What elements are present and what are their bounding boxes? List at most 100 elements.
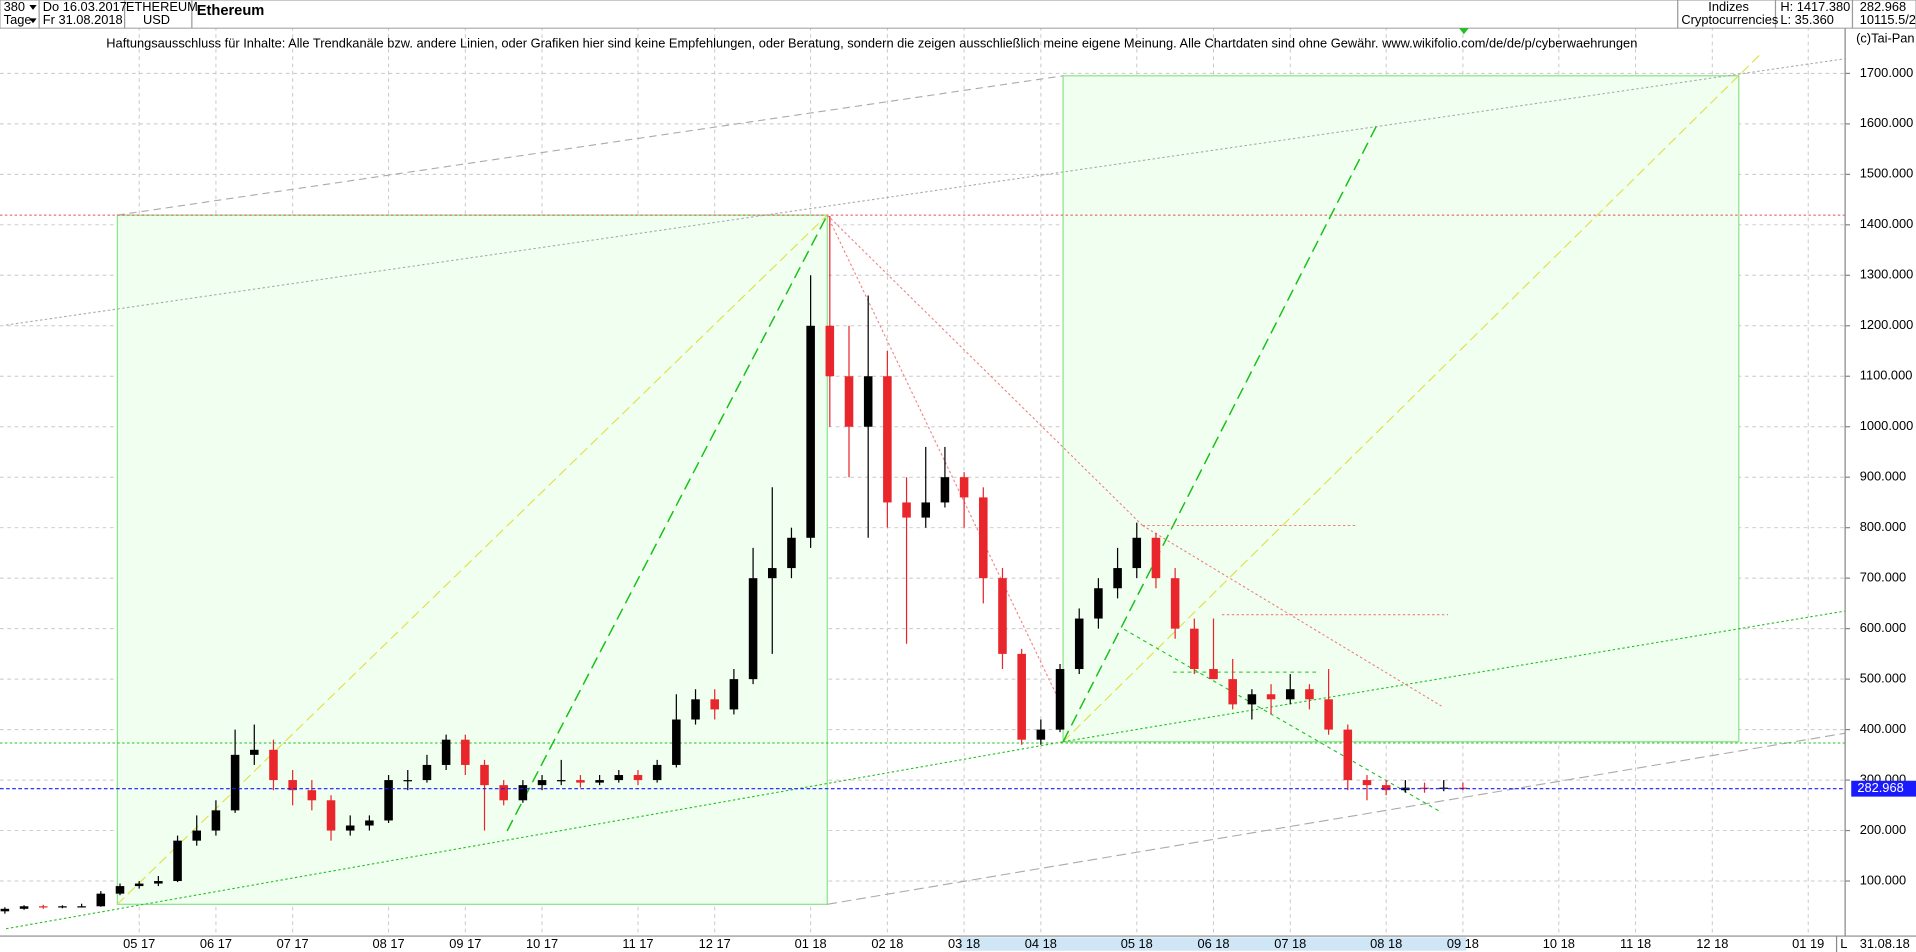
- x-tick-label: 06 18: [1197, 936, 1229, 951]
- candle-body: [1381, 785, 1391, 791]
- candle-body: [19, 906, 29, 909]
- y-tick-label: 1300.000: [1860, 267, 1914, 282]
- candle-body: [556, 780, 566, 782]
- trend-line: [1062, 121, 1380, 743]
- candle-body: [767, 568, 777, 579]
- candle-body: [652, 764, 662, 781]
- candle-body: [537, 780, 547, 786]
- candle-body: [384, 780, 393, 821]
- marker: [1458, 28, 1469, 35]
- trend-line: [827, 732, 1846, 905]
- candle-body: [288, 780, 297, 791]
- candle-body: [0, 908, 10, 912]
- symbol: ETHEREUM: [126, 0, 198, 14]
- x-tick-label: 07 18: [1274, 936, 1306, 951]
- header-bar: [0, 0, 1916, 29]
- candle-body: [1247, 694, 1257, 705]
- x-tick-label: 01 18: [795, 936, 827, 951]
- candle-body: [307, 790, 317, 801]
- last-price-box: [1851, 780, 1916, 797]
- candle-body: [1228, 679, 1237, 705]
- y-tick-label: 700.000: [1860, 570, 1906, 585]
- last-price: 282.968: [0, 780, 1916, 797]
- y-tick-label: 1400.000: [1860, 216, 1914, 231]
- copyright: (c)Tai-Pan: [1856, 31, 1914, 46]
- x-tick-label: 08 18: [1370, 936, 1402, 951]
- candle-body: [269, 749, 278, 781]
- disclaimer: Haftungsausschluss für Inhalte: Alle Tre…: [106, 35, 1637, 50]
- candle-body: [1324, 699, 1333, 730]
- candle-body: [38, 906, 48, 908]
- x-tick-label: 06 17: [200, 936, 232, 951]
- start-date: Do 16.03.2017: [43, 0, 127, 14]
- x-axis-labels: 05 17 06 17 07 17 08 17 09 17 10 17 11 17 12 17…: [123, 936, 1824, 951]
- unit[interactable]: Tage: [4, 12, 32, 27]
- drawings: [0, 54, 1846, 930]
- y-axis-labels: 100.000200.000300.000400.000500.000600.0…: [1845, 65, 1914, 887]
- x-axis-highlight: [959, 937, 1467, 951]
- low: L: 35.360: [1780, 12, 1834, 27]
- x-tick-label: 12 17: [699, 936, 731, 951]
- candles: [0, 216, 1468, 914]
- trend-line: [1062, 610, 1846, 743]
- y-tick-label: 1700.000: [1860, 65, 1914, 80]
- dropdown-arrow[interactable]: [29, 18, 37, 24]
- candle-body: [1017, 653, 1026, 740]
- x-tick-label: 05 17: [123, 936, 155, 951]
- y-tick-label: 1200.000: [1860, 317, 1914, 332]
- x-tick-label: 03 18: [948, 936, 980, 951]
- chart-title: Ethereum: [197, 3, 265, 19]
- x-tick-label: 09 18: [1447, 936, 1479, 951]
- candle-body: [576, 780, 585, 783]
- x-tick-label: 10 17: [526, 936, 558, 951]
- y-tick-label: 200.000: [1860, 822, 1906, 837]
- period[interactable]: 380: [4, 0, 25, 14]
- candle-body: [134, 883, 144, 887]
- candle-body: [1343, 729, 1353, 781]
- candle-body: [940, 477, 950, 503]
- y-tick-label: 1500.000: [1860, 166, 1914, 181]
- trend-line: [6, 741, 1064, 930]
- currency: USD: [143, 12, 170, 27]
- candle-body: [96, 893, 106, 907]
- scale-mode: L: [1840, 936, 1847, 951]
- trend-line: [1123, 628, 1443, 814]
- candle-body: [787, 537, 796, 569]
- y-tick-label: 100.000: [1860, 872, 1906, 887]
- y-axis-panel: [1845, 26, 1916, 952]
- last-value: 282.968: [1860, 0, 1906, 14]
- candle-body: [1285, 689, 1295, 700]
- candle-body: [1113, 568, 1122, 589]
- candle-body: [1209, 669, 1218, 680]
- x-tick-label: 01 19: [1792, 936, 1824, 951]
- candle-body: [1055, 669, 1065, 730]
- candle-body: [365, 820, 374, 826]
- header: 380 Tage Do 16.03.2017 Fr 31.08.2018 ETH…: [0, 0, 1916, 35]
- candle-body: [863, 376, 873, 427]
- candle-body: [1036, 729, 1046, 740]
- candle-body: [173, 840, 182, 882]
- candle-body: [154, 881, 163, 884]
- group: Indizes: [1708, 0, 1749, 14]
- high: H: 1417.380: [1780, 0, 1850, 14]
- candle-body: [422, 764, 432, 781]
- candle-body: [902, 502, 911, 518]
- candle-body: [403, 780, 413, 782]
- candle-body: [1151, 537, 1161, 579]
- x-tick-label: 11 17: [622, 936, 653, 951]
- candle-body: [480, 764, 489, 786]
- dropdown-arrow[interactable]: [29, 4, 37, 10]
- y-tick-label: 600.000: [1860, 620, 1906, 635]
- candle-body: [326, 800, 336, 831]
- y-tick-label: 1000.000: [1860, 418, 1914, 433]
- y-tick-label: 1100.000: [1860, 368, 1913, 383]
- candle-body: [211, 810, 221, 831]
- candle-body: [518, 785, 528, 801]
- candle-body: [58, 906, 67, 908]
- last-date: 31.08.18: [1860, 936, 1910, 951]
- volume: 10115.5/2: [1860, 12, 1916, 27]
- y-tick-label: 1600.000: [1860, 115, 1914, 130]
- x-tick-label: 10 18: [1543, 936, 1575, 951]
- candle-body: [633, 775, 643, 781]
